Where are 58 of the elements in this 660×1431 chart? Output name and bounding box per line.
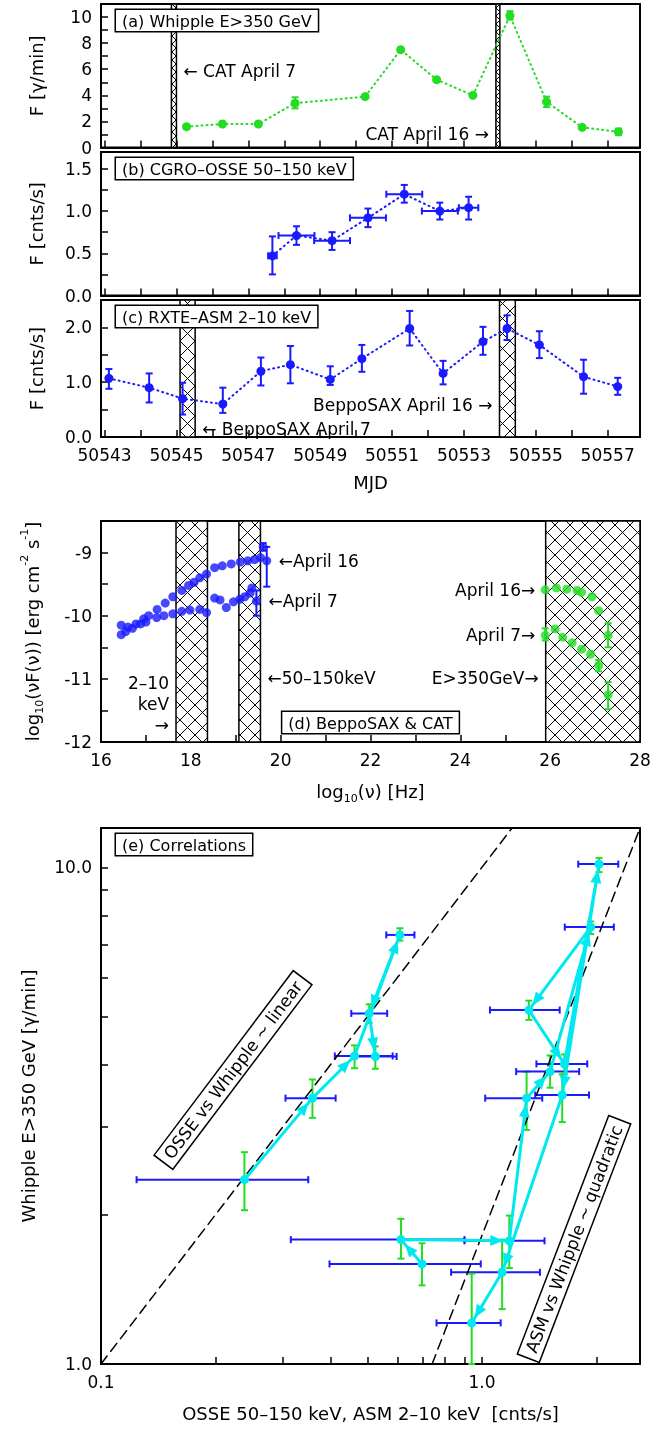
x-tick-label: 50547 xyxy=(221,444,276,465)
x-tick-label: 28 xyxy=(629,749,651,770)
y-tick-label: 10.0 xyxy=(54,857,92,878)
x-tick-label: 26 xyxy=(539,749,561,770)
annotation: April 16→ xyxy=(455,579,536,600)
y-tick-label: 0.5 xyxy=(64,243,92,264)
y-tick-label: 0.0 xyxy=(64,427,92,447)
band-label: ← BeppoSAX April 7 xyxy=(202,418,371,439)
text: (d) BeppoSAX & CAT xyxy=(288,713,453,733)
band-label: BeppoSAX April 16 → xyxy=(313,395,493,416)
y-tick-label: -12 xyxy=(64,732,92,752)
x-tick-label: 16 xyxy=(90,749,112,770)
y-axis-title: F [cnts/s] xyxy=(25,182,47,266)
y-tick-label: 1.0 xyxy=(64,1354,92,1374)
x-tick-label: 50551 xyxy=(365,444,420,465)
x-tick-label: 50553 xyxy=(436,444,491,465)
y-tick-label: 0 xyxy=(81,137,92,158)
x-tick-label: 24 xyxy=(449,749,472,770)
band-label: ← CAT April 7 xyxy=(183,60,297,81)
x-tick-label: 50549 xyxy=(293,444,348,465)
y-tick-label: 2.0 xyxy=(64,317,92,338)
text: (c) RXTE–ASM 2–10 keV xyxy=(122,307,312,327)
y-tick-label: 4 xyxy=(81,85,92,106)
y-tick-label: 1.5 xyxy=(64,158,92,179)
band-label: ←50–150keV xyxy=(267,667,376,688)
text: (a) Whipple E>350 GeV xyxy=(122,11,312,31)
y-tick-label: 1.0 xyxy=(64,372,92,393)
y-axis-title: F [γ/min] xyxy=(25,35,47,117)
y-axis-title: Whipple E>350 GeV [γ/min] xyxy=(17,969,39,1223)
annotation: ←April 7 xyxy=(268,591,338,612)
y-axis-title: F [cnts/s] xyxy=(25,326,47,411)
x-tick-label: 50555 xyxy=(508,444,563,465)
x-tick-label: 20 xyxy=(269,749,292,770)
band-label: E>350GeV→ xyxy=(431,667,539,688)
y-axis-title: log10(νF(ν)) [erg cm-2 s-1] xyxy=(18,521,46,742)
x-axis-title: MJD xyxy=(353,471,388,493)
annotation: April 7→ xyxy=(465,625,536,646)
y-tick-label: 1.0 xyxy=(64,201,92,222)
y-tick-label: 0.0 xyxy=(64,285,92,306)
band-label: 2–10 keV→ xyxy=(128,673,170,736)
y-tick-label: 10 xyxy=(70,7,92,28)
x-tick-label: 50543 xyxy=(77,444,132,465)
y-tick-label: 8 xyxy=(81,33,92,54)
band-label: CAT April 16 → xyxy=(365,124,489,145)
x-tick-label: 18 xyxy=(180,749,202,770)
text: (e) Correlations xyxy=(122,835,246,855)
y-tick-label: -11 xyxy=(64,668,92,689)
y-tick-label: 6 xyxy=(81,59,92,80)
x-axis-title: OSSE 50–150 keV, ASM 2–10 keV [cnts/s] xyxy=(182,1402,559,1424)
x-tick-label: 50557 xyxy=(580,444,635,465)
x-tick-label: 50545 xyxy=(149,444,204,465)
y-tick-label: -9 xyxy=(75,542,92,563)
x-tick-label: 22 xyxy=(359,749,382,770)
text: (b) CGRO–OSSE 50–150 keV xyxy=(122,159,347,179)
y-tick-label: -10 xyxy=(64,605,92,626)
annotation: ←April 16 xyxy=(278,550,359,571)
y-tick-label: 2 xyxy=(81,111,92,132)
x-tick-label: 0.1 xyxy=(87,1371,115,1392)
